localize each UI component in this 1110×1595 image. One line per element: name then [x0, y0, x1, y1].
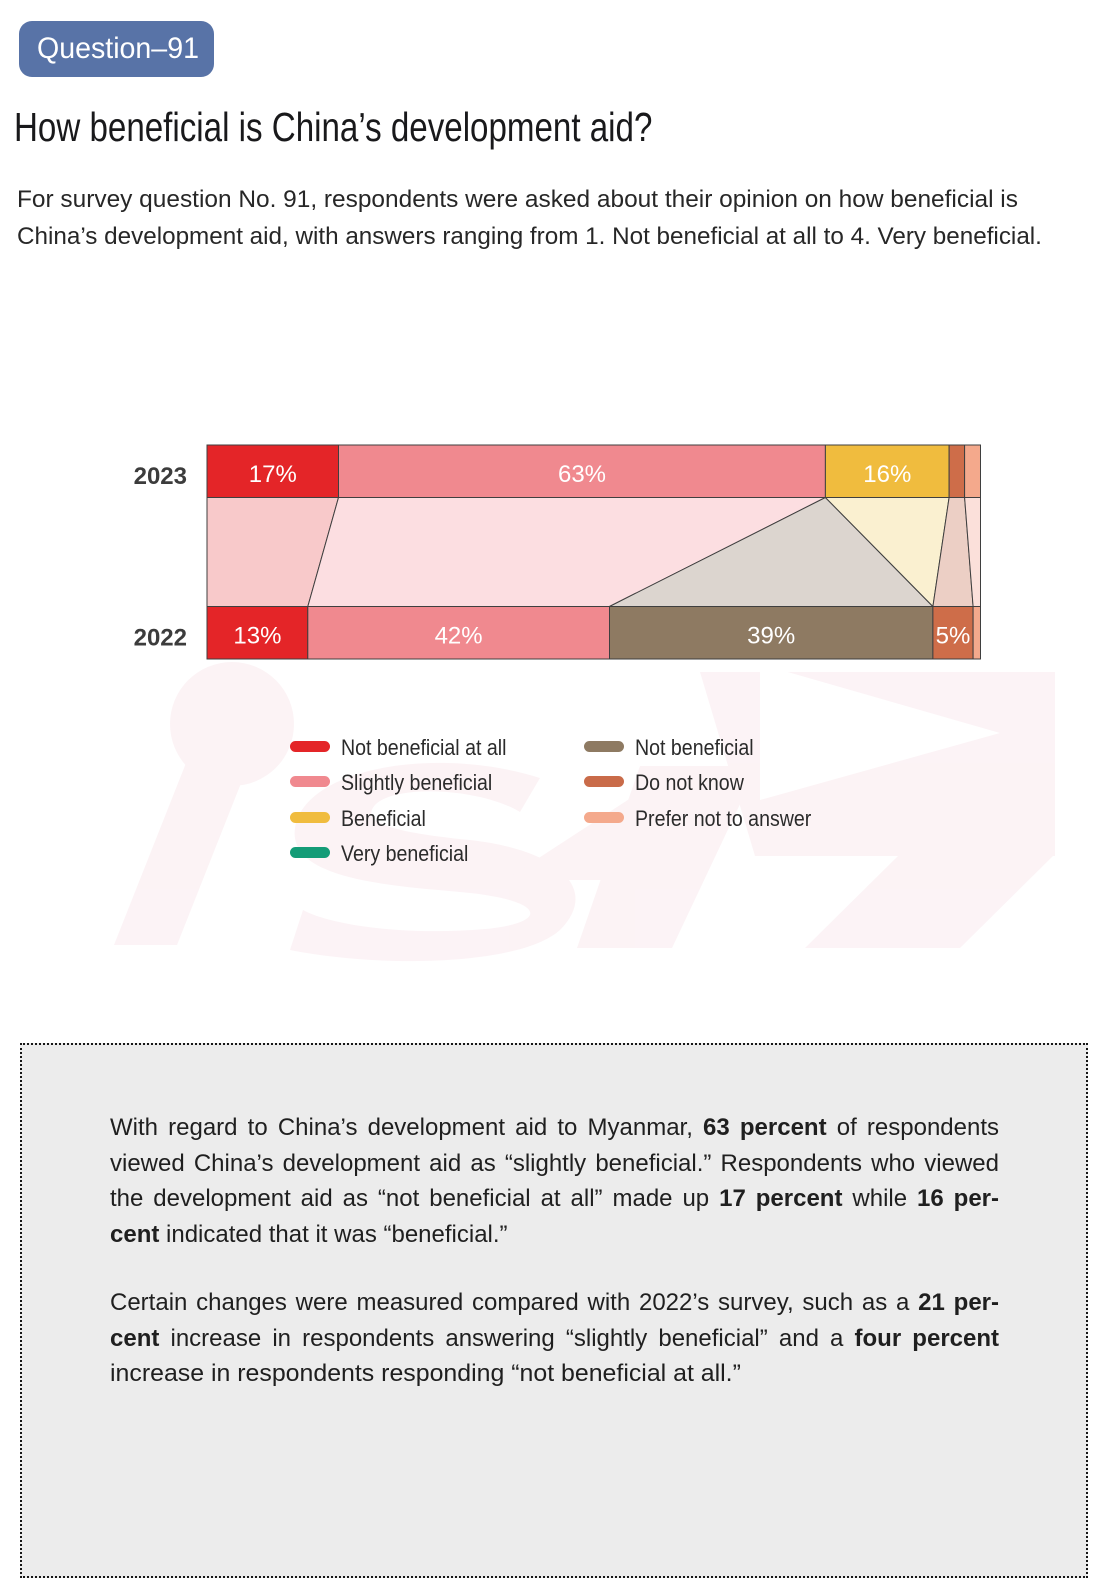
svg-text:5%: 5%	[936, 623, 971, 650]
svg-text:17%: 17%	[249, 461, 297, 488]
svg-text:39%: 39%	[747, 623, 795, 650]
svg-text:16%: 16%	[863, 461, 911, 488]
svg-text:2023: 2023	[134, 463, 187, 490]
svg-text:13%: 13%	[233, 623, 281, 650]
svg-text:63%: 63%	[558, 461, 606, 488]
svg-text:42%: 42%	[435, 623, 483, 650]
svg-text:2022: 2022	[134, 625, 187, 652]
